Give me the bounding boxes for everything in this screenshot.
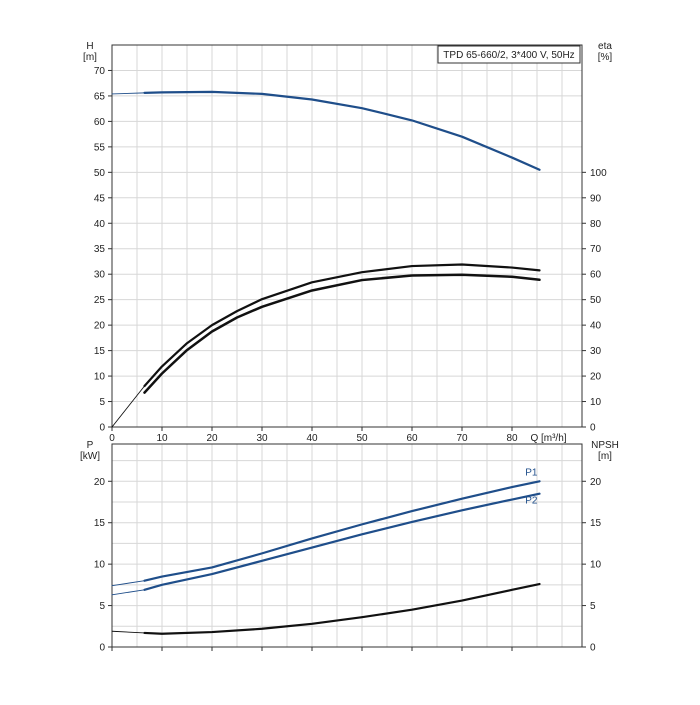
left-tick-label: 25 — [94, 295, 106, 306]
right-tick-label: 70 — [590, 244, 602, 255]
left-tick-label: 70 — [94, 66, 106, 77]
series-extension — [111, 580, 145, 587]
x-tick-label: 60 — [406, 433, 418, 444]
right-tick-label: 5 — [590, 601, 596, 612]
x-tick-label: 0 — [109, 433, 115, 444]
series-2: P2 — [111, 492, 541, 596]
series-line — [143, 480, 541, 582]
left-tick-label: 50 — [94, 168, 106, 179]
x-tick-label: 50 — [356, 433, 368, 444]
plot-frame — [111, 443, 583, 648]
x-tick-label: 80 — [506, 433, 518, 444]
left-axis-label: H — [86, 41, 93, 52]
right-tick-label: 0 — [590, 423, 596, 434]
left-tick-label: 65 — [94, 91, 106, 102]
x-tick-label: 20 — [206, 433, 218, 444]
left-tick-label: 40 — [94, 219, 106, 230]
left-tick-label: 5 — [99, 397, 105, 408]
left-tick-label: 5 — [99, 601, 105, 612]
left-tick-label: 0 — [99, 423, 105, 434]
left-tick-label: 15 — [94, 346, 106, 357]
left-tick-label: 35 — [94, 244, 106, 255]
right-axis-unit: [%] — [598, 52, 613, 63]
left-tick-label: 0 — [99, 643, 105, 654]
right-tick-label: 0 — [590, 643, 596, 654]
right-axis-unit: [m] — [598, 451, 612, 462]
right-tick-label: 40 — [590, 321, 602, 332]
series-label: P1 — [525, 467, 538, 478]
series-1 — [111, 90, 541, 171]
left-axis-unit: [kW] — [80, 451, 100, 462]
right-axis-label: eta — [598, 41, 612, 52]
right-tick-label: 20 — [590, 477, 602, 488]
series-1: P1 — [111, 467, 541, 587]
series-line — [143, 263, 541, 388]
x-tick-label: 40 — [306, 433, 318, 444]
right-tick-label: 50 — [590, 295, 602, 306]
left-tick-label: 10 — [94, 372, 106, 383]
left-axis-label: P — [87, 440, 94, 451]
right-tick-label: 80 — [590, 219, 602, 230]
right-tick-label: 10 — [590, 397, 602, 408]
series-extension — [111, 385, 145, 428]
x-tick-label: 10 — [156, 433, 168, 444]
series-line — [143, 273, 541, 394]
chart-title: TPD 65-660/2, 3*400 V, 50Hz — [443, 50, 574, 61]
right-axis-label: NPSH — [591, 440, 619, 451]
right-tick-label: 60 — [590, 270, 602, 281]
left-tick-label: 60 — [94, 117, 106, 128]
series-line — [143, 582, 541, 635]
series-extension — [111, 630, 145, 634]
plot-frame — [111, 44, 583, 428]
left-tick-label: 20 — [94, 477, 106, 488]
series-line — [143, 90, 541, 171]
right-tick-label: 30 — [590, 346, 602, 357]
left-tick-label: 20 — [94, 321, 106, 332]
chart-panel-1: 0 5 10 15 20 25 30 35 40 45 50 55 60 65 70 0 10 20 30 40 50 6… — [83, 41, 612, 444]
series-extension — [111, 92, 145, 95]
right-tick-label: 90 — [590, 193, 602, 204]
right-tick-label: 10 — [590, 560, 602, 571]
series-label: P2 — [525, 496, 538, 507]
series-line — [143, 492, 541, 591]
chart-panel-2: 0 5 10 15 20 0 5 10 15 20 P[kW] NPSH[m] P1 P2 — [80, 440, 619, 654]
series-3 — [111, 582, 541, 635]
left-tick-label: 55 — [94, 142, 106, 153]
series-2 — [111, 263, 541, 428]
left-axis-unit: [m] — [83, 52, 97, 63]
left-tick-label: 10 — [94, 560, 106, 571]
x-tick-label: 70 — [456, 433, 468, 444]
title-box — [437, 45, 581, 64]
series-3 — [143, 273, 541, 394]
x-axis-label: Q [m³/h] — [530, 433, 566, 444]
left-tick-label: 15 — [94, 518, 106, 529]
right-tick-label: 100 — [590, 168, 607, 179]
right-tick-label: 20 — [590, 372, 602, 383]
x-tick-label: 30 — [256, 433, 268, 444]
left-tick-label: 45 — [94, 193, 106, 204]
left-tick-label: 30 — [94, 270, 106, 281]
series-extension — [111, 589, 145, 596]
right-tick-label: 15 — [590, 518, 602, 529]
